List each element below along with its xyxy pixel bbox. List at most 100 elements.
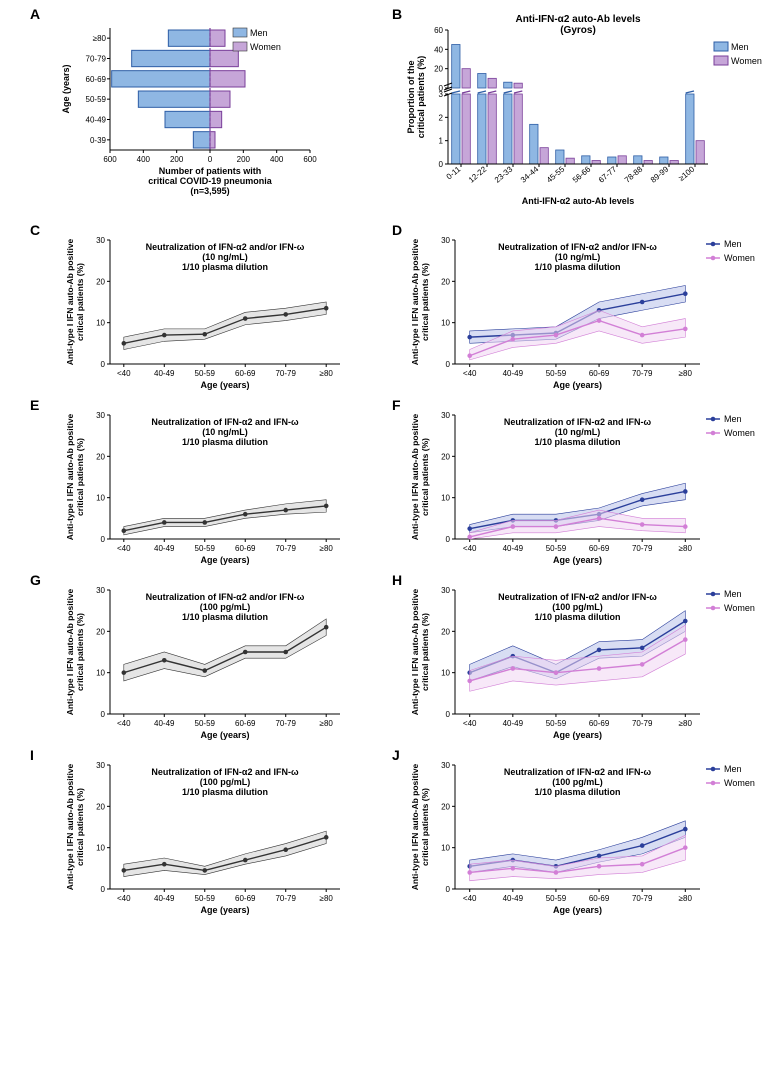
svg-text:10: 10: [96, 494, 105, 503]
svg-text:Women: Women: [724, 253, 755, 263]
svg-text:50-59: 50-59: [195, 894, 216, 903]
svg-text:Age (years): Age (years): [553, 555, 602, 565]
svg-text:60: 60: [434, 26, 443, 35]
svg-text:60-69: 60-69: [589, 544, 610, 553]
svg-text:<40: <40: [463, 719, 477, 728]
svg-text:Neutralization of IFN-α2 and I: Neutralization of IFN-α2 and IFN-ω(10 ng…: [151, 417, 299, 447]
histogram-chart: Anti-IFN-α2 auto-Ab levels(Gyros) 0 20 40 60…: [400, 12, 770, 217]
line-chart: 0102030<4040-4950-5960-6970-79≥80Age (ye…: [55, 407, 360, 575]
svg-text:Men: Men: [731, 42, 749, 52]
panel-label-a: A: [30, 6, 40, 22]
svg-text:<40: <40: [463, 369, 477, 378]
svg-text:70-79: 70-79: [632, 369, 653, 378]
svg-text:70-79: 70-79: [275, 369, 296, 378]
svg-text:50-59: 50-59: [546, 544, 567, 553]
svg-text:10: 10: [441, 669, 450, 678]
svg-text:67-77: 67-77: [597, 164, 619, 184]
svg-text:20: 20: [96, 627, 105, 636]
svg-text:Men: Men: [250, 28, 268, 38]
svg-text:≥80: ≥80: [679, 719, 693, 728]
svg-text:10: 10: [441, 494, 450, 503]
svg-text:50-59: 50-59: [195, 719, 216, 728]
svg-text:20: 20: [434, 65, 443, 74]
svg-text:Neutralization of IFN-α2 and/o: Neutralization of IFN-α2 and/or IFN-ω(10…: [146, 592, 305, 622]
svg-text:<40: <40: [117, 719, 131, 728]
svg-text:600: 600: [303, 155, 317, 164]
svg-text:60-69: 60-69: [235, 894, 256, 903]
svg-text:≥80: ≥80: [320, 719, 334, 728]
panel-label-i: I: [30, 747, 34, 763]
svg-text:70-79: 70-79: [275, 544, 296, 553]
svg-text:≥80: ≥80: [320, 894, 334, 903]
svg-text:≥100: ≥100: [677, 164, 697, 183]
svg-text:50-59: 50-59: [546, 369, 567, 378]
svg-text:Neutralization of IFN-α2 and I: Neutralization of IFN-α2 and IFN-ω(10 ng…: [504, 417, 652, 447]
svg-text:<40: <40: [463, 894, 477, 903]
panel-a: ≥8070-7960-6950-5940-490-396004002000200…: [55, 20, 320, 210]
svg-text:78-88: 78-88: [623, 164, 645, 184]
svg-text:0: 0: [101, 885, 106, 894]
line-chart: 0102030<4040-4950-5960-6970-79≥80Age (ye…: [400, 757, 770, 925]
svg-text:20: 20: [441, 802, 450, 811]
svg-text:70-79: 70-79: [275, 719, 296, 728]
svg-text:60-69: 60-69: [235, 544, 256, 553]
svg-text:Neutralization of IFN-α2 and/o: Neutralization of IFN-α2 and/or IFN-ω(10…: [498, 592, 657, 622]
svg-text:0-39: 0-39: [90, 136, 107, 145]
panel-label-c: C: [30, 222, 40, 238]
svg-text:Age (years): Age (years): [200, 555, 249, 565]
svg-text:60-69: 60-69: [589, 369, 610, 378]
svg-text:56-66: 56-66: [571, 164, 593, 184]
svg-text:600: 600: [103, 155, 117, 164]
svg-text:20: 20: [441, 627, 450, 636]
svg-text:20: 20: [96, 802, 105, 811]
panel-e: 0102030<4040-4950-5960-6970-79≥80Age (ye…: [55, 407, 360, 575]
svg-text:40-49: 40-49: [503, 719, 524, 728]
svg-text:Anti-type I IFN auto-Ab positi: Anti-type I IFN auto-Ab positivecritical…: [410, 238, 430, 365]
svg-text:0: 0: [439, 160, 444, 169]
svg-text:40: 40: [434, 45, 443, 54]
svg-text:<40: <40: [117, 894, 131, 903]
svg-text:70-79: 70-79: [632, 894, 653, 903]
svg-text:Neutralization of IFN-α2 and/o: Neutralization of IFN-α2 and/or IFN-ω(10…: [146, 242, 305, 272]
figure: { "colors":{ "men_fill":"#8fb7e3","men_s…: [0, 0, 778, 1088]
svg-text:Anti-type I IFN auto-Ab positi: Anti-type I IFN auto-Ab positivecritical…: [410, 588, 430, 715]
svg-text:30: 30: [96, 761, 105, 770]
svg-text:0: 0: [208, 155, 213, 164]
svg-text:40-49: 40-49: [154, 719, 175, 728]
svg-text:10: 10: [441, 844, 450, 853]
svg-text:0: 0: [101, 535, 106, 544]
svg-text:1: 1: [439, 137, 444, 146]
svg-text:0: 0: [446, 360, 451, 369]
panel-d: 0102030<4040-4950-5960-6970-79≥80Age (ye…: [400, 232, 770, 400]
svg-text:60-69: 60-69: [235, 369, 256, 378]
svg-text:0: 0: [446, 535, 451, 544]
svg-text:40-49: 40-49: [154, 369, 175, 378]
svg-text:<40: <40: [117, 544, 131, 553]
svg-text:10: 10: [96, 844, 105, 853]
svg-text:40-49: 40-49: [154, 894, 175, 903]
svg-text:Number of patients withcritica: Number of patients withcritical COVID-19…: [148, 166, 273, 196]
panel-label-j: J: [392, 747, 400, 763]
line-chart: 0102030<4040-4950-5960-6970-79≥80Age (ye…: [400, 232, 770, 400]
svg-text:Anti-type I IFN auto-Ab positi: Anti-type I IFN auto-Ab positivecritical…: [65, 238, 85, 365]
svg-text:40-49: 40-49: [503, 894, 524, 903]
svg-text:Women: Women: [724, 778, 755, 788]
svg-text:Age (years): Age (years): [200, 905, 249, 915]
svg-text:70-79: 70-79: [632, 719, 653, 728]
svg-text:30: 30: [96, 236, 105, 245]
svg-text:0: 0: [446, 885, 451, 894]
svg-text:20: 20: [441, 452, 450, 461]
svg-text:70-79: 70-79: [632, 544, 653, 553]
svg-text:40-49: 40-49: [503, 369, 524, 378]
svg-text:≥80: ≥80: [679, 894, 693, 903]
svg-text:Age (years): Age (years): [200, 730, 249, 740]
svg-text:Anti-IFN-α2 auto-Ab levels(Gyr: Anti-IFN-α2 auto-Ab levels(Gyros): [515, 14, 640, 36]
svg-text:0-11: 0-11: [445, 164, 463, 181]
svg-text:Age (years): Age (years): [61, 64, 71, 113]
svg-text:Anti-type I IFN auto-Ab positi: Anti-type I IFN auto-Ab positivecritical…: [65, 763, 85, 890]
panel-label-e: E: [30, 397, 39, 413]
svg-text:30: 30: [441, 761, 450, 770]
svg-text:Women: Women: [724, 428, 755, 438]
panel-label-g: G: [30, 572, 41, 588]
svg-text:50-59: 50-59: [546, 894, 567, 903]
